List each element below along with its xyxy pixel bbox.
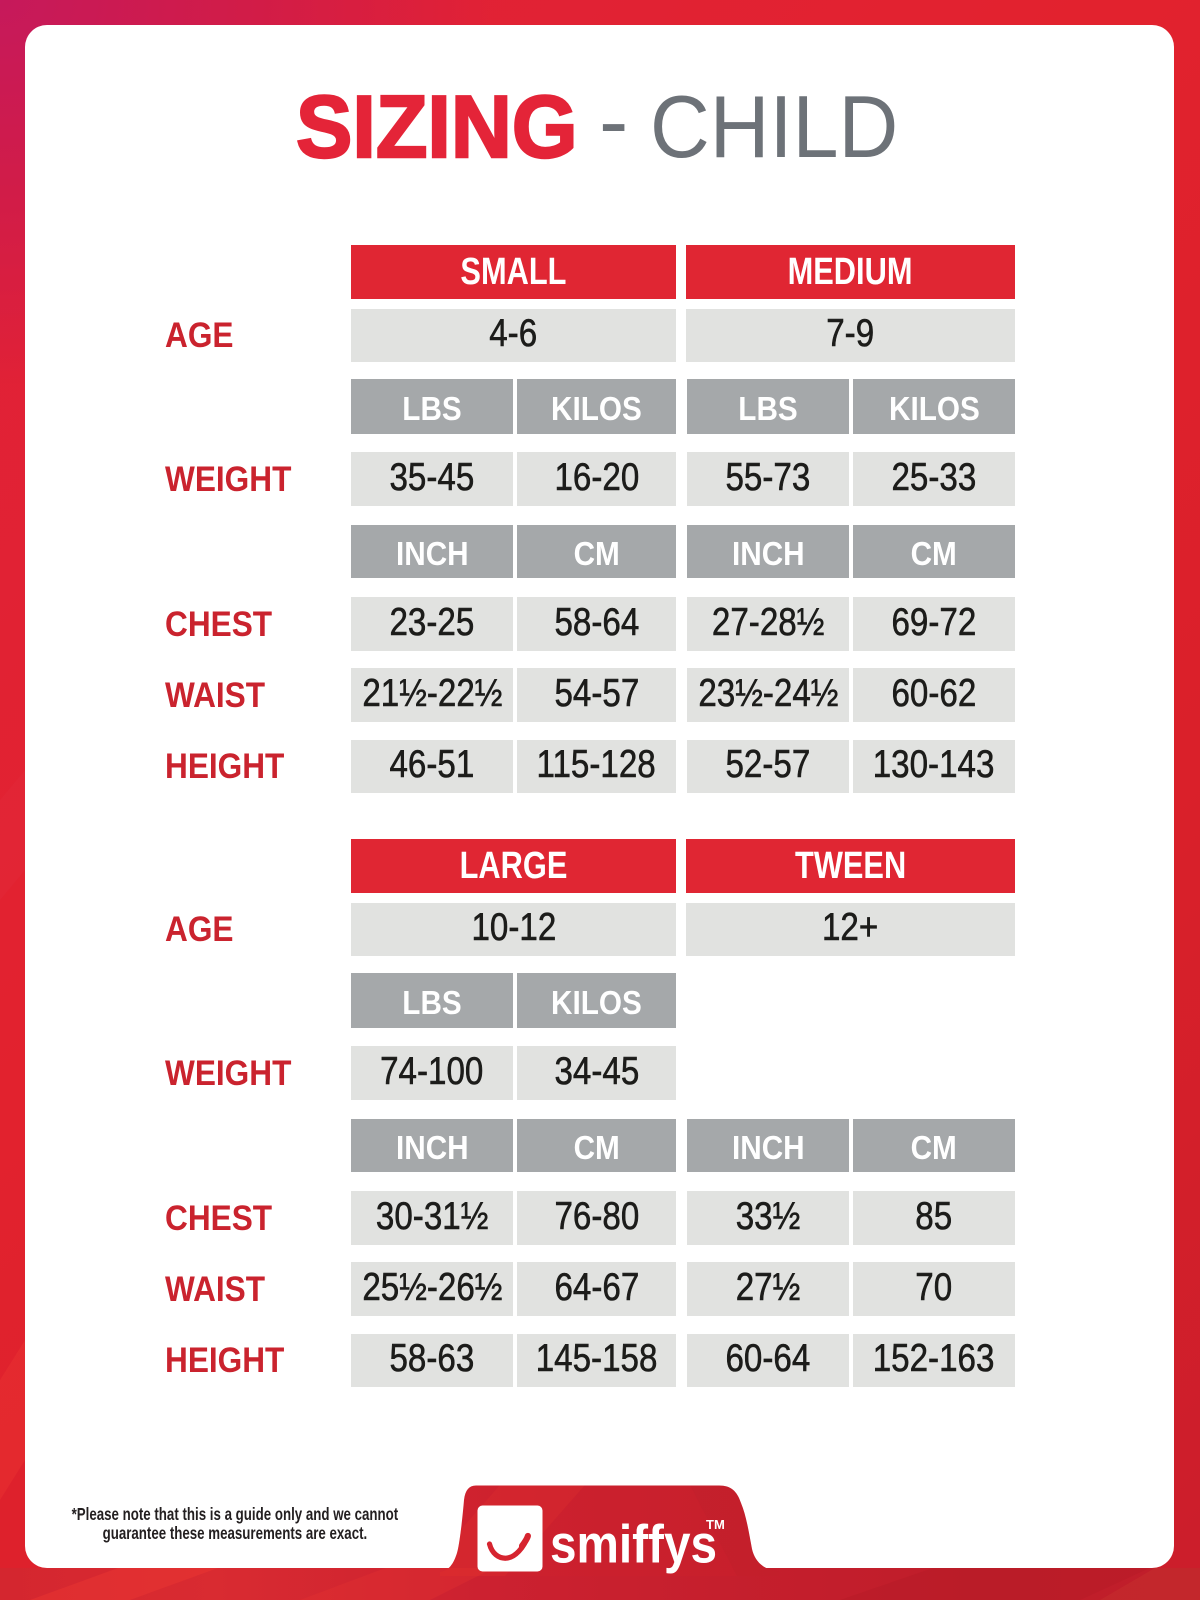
svg-text:smiffys: smiffys <box>550 1515 717 1575</box>
svg-text:TM: TM <box>706 1517 725 1532</box>
